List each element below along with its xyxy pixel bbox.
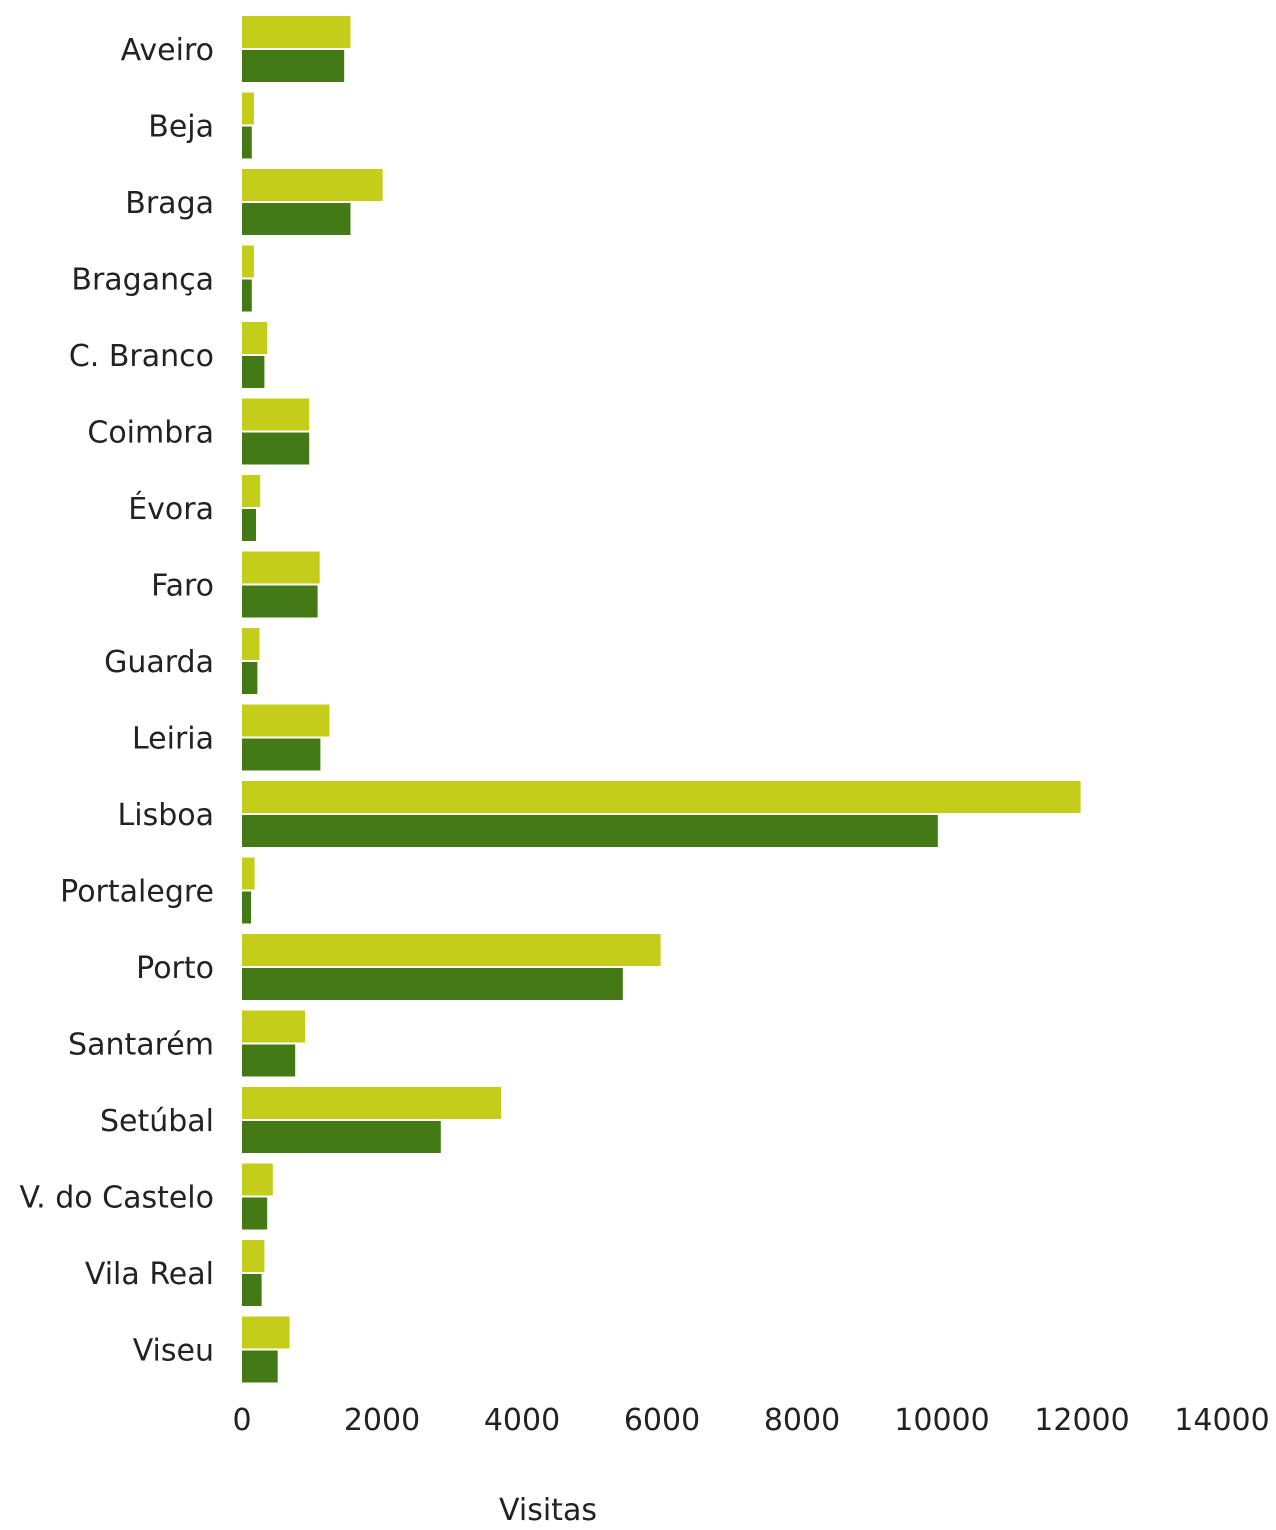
category-label: Porto xyxy=(136,951,214,986)
category-label: Santarém xyxy=(68,1028,214,1063)
bar--vora-series-2 xyxy=(242,509,256,541)
bar-leiria-series-2 xyxy=(242,738,321,771)
bar-portalegre-series-1 xyxy=(242,857,255,890)
bar-braga-series-1 xyxy=(242,169,383,201)
bar-viseu-series-2 xyxy=(242,1350,278,1383)
x-tick-label: 0 xyxy=(232,1403,251,1438)
category-label: Faro xyxy=(151,569,214,604)
bar-porto-series-2 xyxy=(242,968,623,1000)
bar-braga-series-2 xyxy=(242,203,351,235)
bar-set-bal-series-1 xyxy=(242,1087,501,1119)
category-label: Portalegre xyxy=(60,875,214,910)
category-label: V. do Castelo xyxy=(19,1181,214,1216)
bar-coimbra-series-2 xyxy=(242,432,310,465)
category-label: Guarda xyxy=(104,645,214,680)
category-label: Évora xyxy=(128,491,214,527)
bar-santar-m-series-1 xyxy=(242,1010,305,1043)
bar-guarda-series-2 xyxy=(242,662,258,694)
category-label: Braga xyxy=(125,186,214,221)
bar-lisboa-series-1 xyxy=(242,781,1081,813)
bar-c-branco-series-1 xyxy=(242,322,268,354)
category-label: Vila Real xyxy=(85,1257,214,1292)
bar-v-do-castelo-series-2 xyxy=(242,1197,268,1230)
bar-vila-real-series-1 xyxy=(242,1240,265,1272)
bar-set-bal-series-2 xyxy=(242,1121,441,1153)
bar-lisboa-series-2 xyxy=(242,815,938,847)
bar-faro-series-2 xyxy=(242,585,318,618)
x-tick-label: 2000 xyxy=(344,1403,420,1438)
bar-viseu-series-1 xyxy=(242,1316,290,1349)
bar-santar-m-series-2 xyxy=(242,1044,296,1077)
bar-aveiro-series-1 xyxy=(242,16,351,48)
category-labels: Aveiro Beja Braga Bragança C. Branco Coimbra É… xyxy=(19,33,214,1369)
category-label: Beja xyxy=(148,110,214,145)
bar-c-branco-series-2 xyxy=(242,356,265,388)
category-label: Leiria xyxy=(132,722,214,757)
x-tick-label: 12000 xyxy=(1034,1403,1129,1438)
x-tick-labels: 0 2000 4000 6000 8000 10000 12000 14000 xyxy=(232,1403,1269,1438)
x-tick-label: 10000 xyxy=(894,1403,989,1438)
bar-bragan-a-series-1 xyxy=(242,245,254,278)
category-label: Lisboa xyxy=(118,798,214,833)
bar-beja-series-2 xyxy=(242,126,252,159)
bar-portalegre-series-2 xyxy=(242,891,252,924)
x-tick-label: 4000 xyxy=(484,1403,560,1438)
category-label: Bragança xyxy=(71,263,214,298)
bar-guarda-series-1 xyxy=(242,628,260,660)
bar-faro-series-1 xyxy=(242,551,320,584)
category-label: Coimbra xyxy=(87,416,214,451)
bar-bragan-a-series-2 xyxy=(242,279,252,312)
x-tick-label: 14000 xyxy=(1174,1403,1269,1438)
x-tick-label: 8000 xyxy=(764,1403,840,1438)
x-tick-label: 6000 xyxy=(624,1403,700,1438)
bar-vila-real-series-2 xyxy=(242,1274,262,1306)
bar--vora-series-1 xyxy=(242,475,261,507)
category-label: C. Branco xyxy=(69,339,214,374)
bar-coimbra-series-1 xyxy=(242,398,310,431)
bar-beja-series-1 xyxy=(242,92,254,125)
bar-aveiro-series-2 xyxy=(242,50,345,82)
category-label: Viseu xyxy=(133,1334,214,1369)
category-label: Setúbal xyxy=(100,1104,214,1139)
x-axis-title: Visitas xyxy=(499,1493,597,1525)
bars-layer xyxy=(242,16,1081,1383)
bar-porto-series-1 xyxy=(242,934,661,966)
bar-v-do-castelo-series-1 xyxy=(242,1163,273,1196)
bar-leiria-series-1 xyxy=(242,704,330,737)
category-label: Aveiro xyxy=(121,33,214,68)
